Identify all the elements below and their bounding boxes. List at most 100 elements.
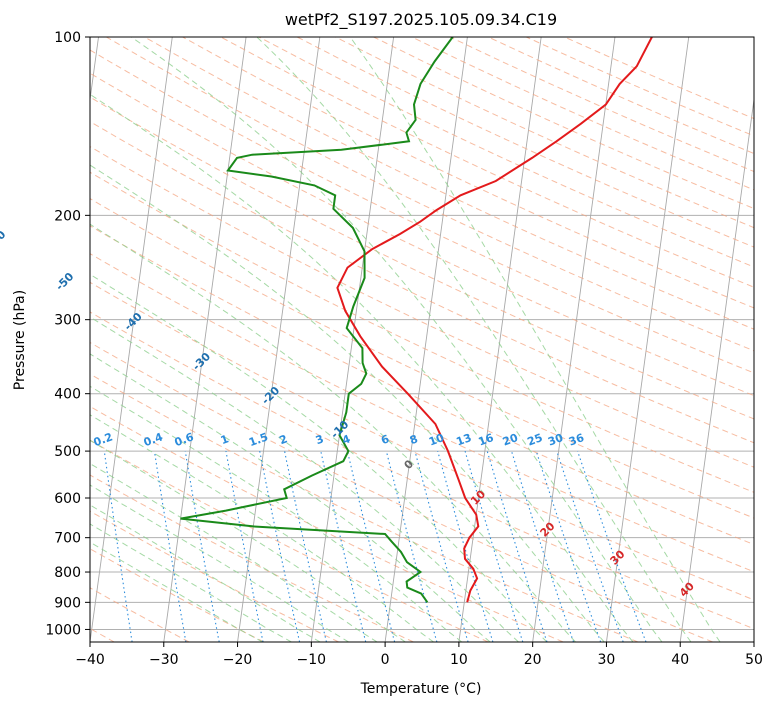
moist-adiabat (131, 37, 663, 642)
dry-adiabat (90, 341, 713, 642)
mixing-ratio-line (103, 451, 133, 642)
mixing-ratio-label: 10 (427, 431, 446, 449)
y-tick-label: 600 (54, 491, 81, 507)
dry-adiabat (90, 145, 754, 468)
moist-adiabat (90, 439, 406, 642)
mixing-ratio-label: 6 (379, 432, 391, 447)
isotherm-line (90, 37, 99, 103)
mixing-ratio-label: 4 (340, 432, 352, 447)
isotherm-line (384, 37, 468, 642)
y-axis-label: Pressure (hPa) (12, 290, 28, 390)
mixing-ratio-label: 16 (477, 431, 496, 449)
mixing-ratio-label: 30 (546, 431, 565, 449)
mixing-ratio-line (259, 450, 301, 642)
mixing-ratio-label: 36 (567, 431, 586, 449)
x-tick-label: −10 (297, 652, 327, 668)
mixing-ratio-label: 25 (526, 431, 545, 448)
mixing-ratio-label: 8 (408, 432, 420, 447)
plot-frame (89, 36, 755, 643)
moist-adiabat (90, 523, 292, 642)
mixing-ratio-line (486, 450, 548, 642)
isotherm-label: 10 (468, 487, 488, 507)
x-tick-label: 50 (745, 652, 763, 668)
moist-adiabat (90, 93, 634, 642)
x-tick-label: −20 (223, 652, 253, 668)
dry-adiabat (90, 510, 339, 642)
dry-adiabat (487, 37, 754, 155)
mixing-ratio-label: 2 (278, 432, 290, 447)
dry-adiabat (220, 37, 754, 288)
series-layer (180, 37, 653, 603)
x-tick-label: 10 (450, 652, 468, 668)
moist-adiabat (90, 164, 605, 642)
isotherm-line (90, 37, 173, 642)
mixing-ratio-line (184, 451, 220, 642)
dry-adiabat (90, 72, 754, 397)
grid-layer (90, 37, 754, 642)
y-tick-label: 900 (54, 595, 81, 611)
y-tick-label: 400 (54, 387, 81, 403)
moist-adiabat (90, 223, 576, 642)
dry-adiabat (90, 225, 754, 546)
moist-adiabat (349, 37, 721, 642)
dry-adiabat (90, 439, 489, 642)
isotherm-label: 30 (608, 547, 628, 567)
isotherm-line (458, 37, 542, 642)
moist-adiabat (90, 504, 321, 642)
dry-adiabat (90, 253, 754, 573)
moist-adiabat (256, 37, 692, 642)
isotherm-line (532, 37, 616, 642)
moist-adiabat (90, 541, 263, 642)
mixing-ratio-line (346, 450, 396, 642)
mixing-ratio-line (153, 451, 187, 642)
mixing-ratio-label: 13 (454, 431, 473, 448)
x-tick-label: 0 (381, 652, 390, 668)
mixing-ratio-line (556, 450, 624, 642)
x-tick-label: 40 (671, 652, 689, 668)
moist-adiabat (90, 463, 378, 642)
isotherm-label: -50 (53, 270, 76, 293)
mixing-ratio-line (225, 450, 264, 642)
mixing-ratio-label: 1 (219, 432, 231, 447)
dry-adiabat (90, 120, 754, 444)
dry-adiabat (182, 37, 754, 309)
chart-title: wetPf2_S197.2025.105.09.34.C19 (285, 10, 557, 30)
mixing-ratio-label: 0.2 (92, 430, 115, 449)
mixing-ratio-line (320, 450, 367, 642)
moist-adiabat (90, 484, 349, 642)
isotherm-label: -20 (259, 384, 282, 407)
moist-adiabat (90, 353, 491, 642)
isotherm-label: -60 (0, 228, 9, 251)
moist-adiabat (90, 385, 463, 642)
y-tick-label: 800 (54, 565, 81, 581)
x-tick-label: −40 (75, 652, 105, 668)
mixing-ratio-line (385, 450, 438, 642)
y-tick-label: 500 (54, 444, 81, 460)
y-tick-label: 100 (54, 30, 81, 46)
isotherm-line (753, 638, 754, 642)
mixing-ratio-line (510, 450, 575, 642)
dry-adiabat (90, 96, 754, 420)
mixing-ratio-line (414, 450, 469, 642)
mixing-ratio-label: 20 (501, 431, 520, 449)
dewpoint-line (180, 37, 454, 603)
y-tick-label: 200 (54, 208, 81, 224)
dry-adiabat (106, 37, 754, 352)
dry-adiabat (90, 49, 754, 374)
dry-adiabat (90, 548, 265, 642)
y-tick-label: 1000 (45, 622, 81, 638)
mixing-ratio-label: 0.4 (142, 430, 165, 449)
dry-adiabat (90, 405, 564, 642)
dry-adiabat (90, 373, 639, 642)
moist-adiabat (90, 316, 519, 642)
isotherm-line (237, 37, 321, 642)
mixing-ratio-line (464, 450, 524, 642)
temperature-line (336, 37, 653, 603)
y-tick-label: 700 (54, 531, 81, 547)
x-axis-label: Temperature (°C) (360, 681, 482, 697)
dry-adiabat (90, 171, 754, 493)
isotherm-label: 40 (677, 579, 697, 599)
x-tick-label: 20 (524, 652, 542, 668)
isotherm-line (163, 37, 247, 642)
